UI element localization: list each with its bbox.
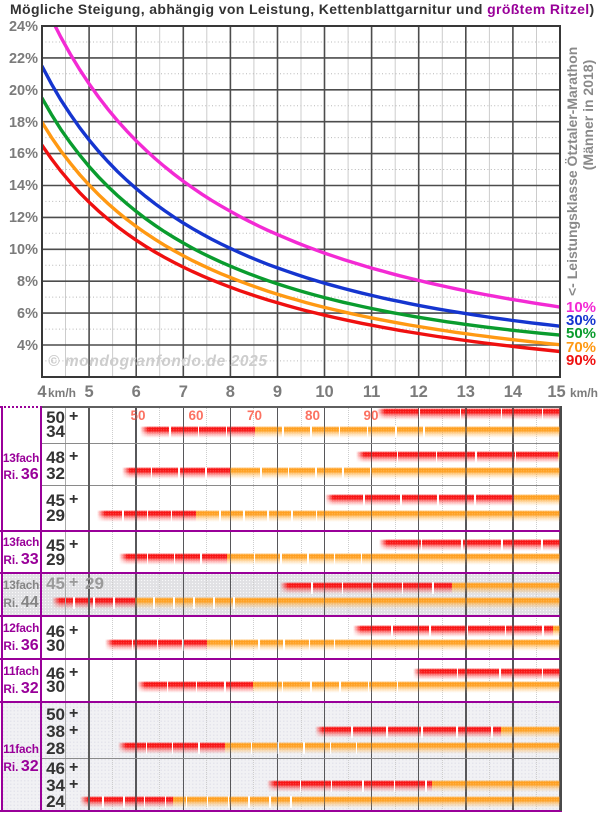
svg-text:<- Leistungsklasse Ötztaler-Ma: <- Leistungsklasse Ötztaler-Marathon [564, 47, 580, 296]
svg-text:© mondogranfondo.de 2025: © mondogranfondo.de 2025 [48, 353, 268, 370]
svg-text:(Männer in 2018): (Männer in 2018) [580, 60, 596, 170]
